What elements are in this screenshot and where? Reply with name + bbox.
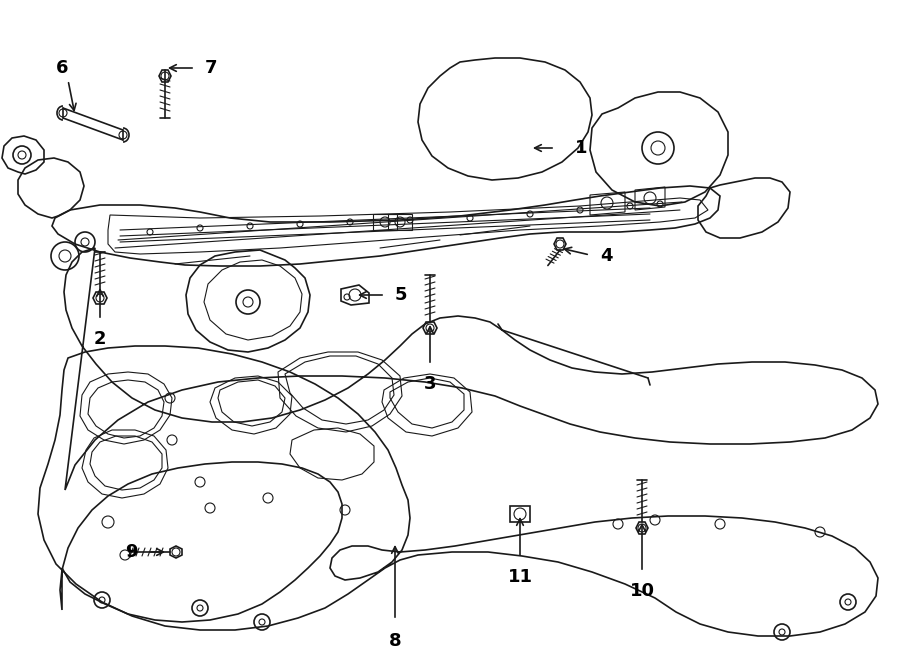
Text: 10: 10	[629, 582, 654, 600]
Text: 7: 7	[205, 59, 218, 77]
Text: 8: 8	[389, 632, 401, 650]
Text: 2: 2	[94, 330, 106, 348]
Text: 11: 11	[508, 568, 533, 586]
Text: 9: 9	[125, 543, 138, 561]
Text: 6: 6	[56, 59, 68, 77]
Text: 5: 5	[395, 286, 408, 304]
Text: 3: 3	[424, 375, 436, 393]
Text: 1: 1	[575, 139, 588, 157]
Text: 4: 4	[600, 247, 613, 265]
